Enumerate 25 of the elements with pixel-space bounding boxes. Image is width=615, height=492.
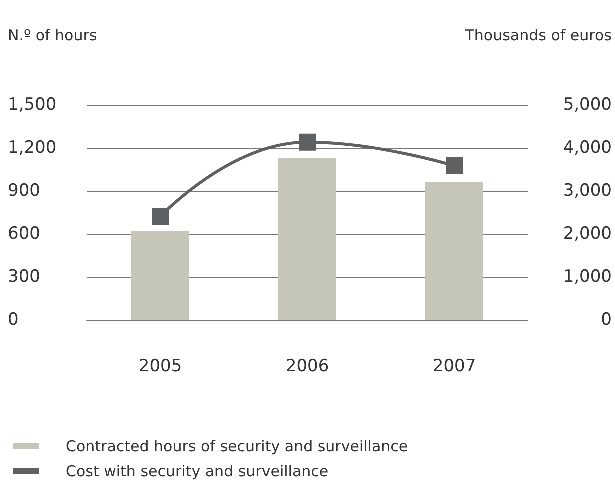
y-tick-label: 1,200	[8, 138, 57, 158]
x-tick-label: 2005	[138, 356, 182, 376]
point	[152, 208, 169, 226]
y-tick-label: 600	[8, 224, 40, 244]
y2-tick-label: 0	[601, 310, 612, 330]
y-axis-title: N.º of hours	[8, 26, 98, 44]
bar	[132, 231, 190, 320]
y2-tick-label: 5,000	[563, 95, 612, 115]
y2-tick-label: 3,000	[563, 181, 612, 201]
point	[299, 134, 316, 151]
x-tick-label: 2007	[432, 356, 476, 376]
y2-tick-label: 1,000	[563, 267, 612, 287]
y-tick-label: 1,500	[8, 95, 57, 115]
x-tick-label: 2006	[286, 356, 330, 376]
y-tick-label: 900	[8, 181, 40, 201]
y-tick-label: 300	[8, 267, 40, 287]
legend-label: Cost with security and surveillance	[66, 462, 329, 480]
y2-tick-label: 2,000	[563, 224, 612, 244]
bar	[278, 158, 336, 320]
y2-tick-label: 4,000	[563, 138, 612, 158]
bar	[426, 182, 484, 320]
legend-label: Contracted hours of security and surveillance	[66, 438, 408, 456]
y-tick-label: 0	[8, 310, 19, 330]
point	[446, 158, 463, 175]
y2-axis-title: Thousands of euros	[464, 26, 612, 44]
